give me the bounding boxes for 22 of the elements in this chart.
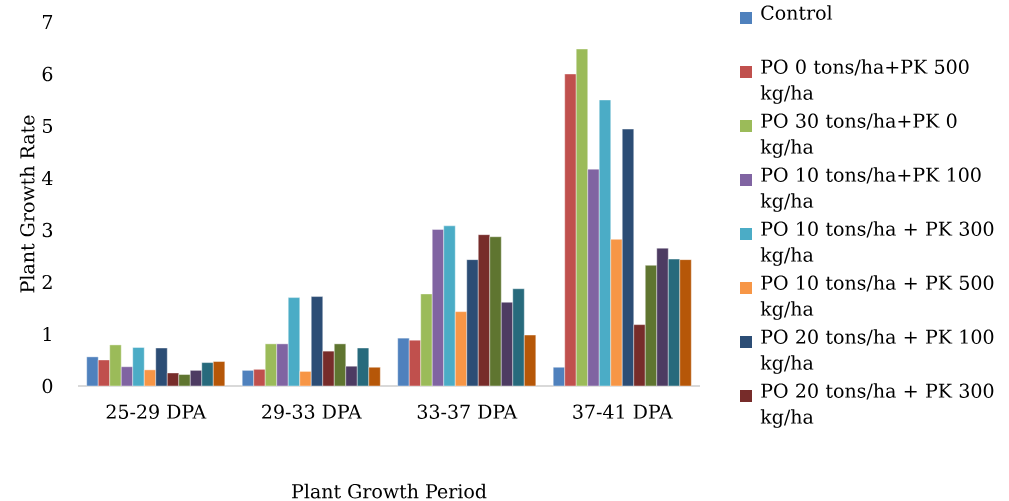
y-tick-label: 4 [41, 170, 53, 186]
x-tick-label: 29-33 DPA [262, 404, 362, 419]
legend-label: PO 20 tons/ha + PK 300 kg/ha [760, 383, 994, 428]
x-tick-label: 33-37 DPA [417, 404, 518, 419]
legend-label: PO 20 tons/ha + PK 100 kg/ha [760, 329, 994, 374]
y-tick-label: 6 [42, 66, 53, 82]
y-tick-label: 3 [42, 222, 53, 238]
legend-label: Control [761, 5, 833, 20]
y-tick-label: 1 [43, 326, 51, 342]
legend-label: PO 10 tons/ha + PK 500 kg/ha [760, 275, 994, 320]
legend-label: PO 0 tons/ha+PK 500 kg/ha [760, 59, 969, 104]
x-axis-title: Plant Growth Period [292, 483, 487, 499]
legend-label: PO 30 tons/ha+PK 0 kg/ha [760, 113, 957, 158]
x-tick-label: 25-29 DPA [106, 404, 207, 419]
y-tick-label: 7 [42, 15, 53, 29]
y-tick-label: 2 [42, 274, 52, 290]
y-axis-title: Plant Growth Rate [19, 115, 35, 293]
y-tick-label: 5 [43, 118, 53, 134]
legend-label: PO 10 tons/ha + PK 300 kg/ha [760, 221, 994, 266]
y-tick-label: 0 [42, 378, 53, 394]
legend-label: PO 10 tons/ha+PK 100 kg/ha [760, 167, 981, 212]
x-tick-label: 37-41 DPA [573, 404, 673, 419]
